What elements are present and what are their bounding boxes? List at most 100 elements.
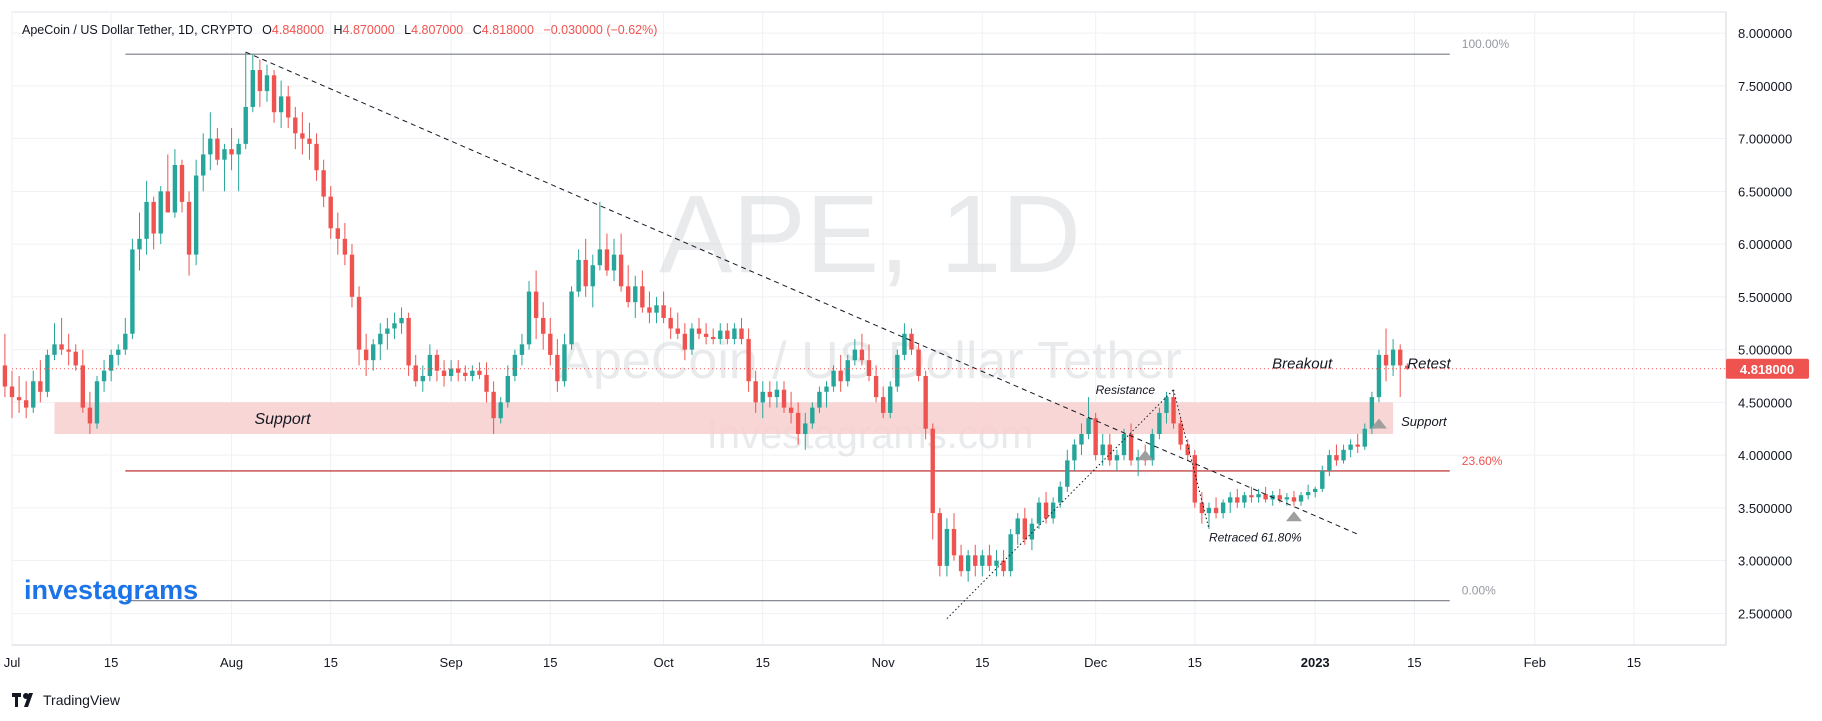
low-value: 4.807000: [411, 23, 464, 37]
candle-body: [753, 381, 758, 403]
candle-body: [441, 370, 447, 376]
candle-body: [675, 328, 680, 334]
last-price-tag-label: 4.818000: [1740, 362, 1794, 377]
candle-body: [888, 386, 893, 413]
candle-body: [541, 317, 546, 334]
candle-body: [859, 349, 865, 361]
support-zone-label: Support: [254, 411, 311, 428]
candle-body: [158, 191, 163, 234]
candle-body: [193, 175, 199, 255]
low-label: L: [404, 23, 412, 37]
candle-body: [633, 286, 638, 303]
candle-body: [880, 397, 886, 413]
candle-body: [38, 381, 43, 392]
candle-body: [470, 370, 475, 376]
watermark-symbol: APE, 1D: [659, 173, 1081, 296]
candle-body: [1072, 444, 1077, 461]
candle-body: [1114, 455, 1120, 461]
candle-body: [271, 75, 277, 113]
candle-body: [52, 344, 57, 355]
candle-body: [307, 138, 312, 144]
candle-body: [1206, 507, 1212, 514]
candle-body: [1043, 502, 1049, 519]
high-value: 4.870000: [342, 23, 395, 37]
candle-body: [328, 196, 333, 229]
candle-body: [562, 344, 567, 382]
candle-body: [795, 412, 801, 434]
y-tick-label: 2.500000: [1738, 606, 1792, 621]
candle-body: [647, 307, 652, 313]
x-tick-label: 2023: [1301, 655, 1330, 670]
x-tick-label: Aug: [220, 655, 243, 670]
candle-body: [399, 317, 404, 324]
candle-body: [1121, 434, 1127, 456]
candle-body: [1086, 418, 1091, 434]
candle-body: [519, 344, 525, 355]
candle-body: [604, 249, 610, 271]
candle-body: [413, 365, 418, 382]
candle-body: [576, 259, 581, 292]
candle-body: [286, 96, 291, 118]
candle-body: [229, 149, 234, 155]
tradingview-brand[interactable]: TradingView: [12, 692, 120, 708]
candle-body: [1327, 455, 1332, 471]
candle-body: [732, 328, 737, 340]
candle-body: [696, 328, 702, 334]
candle-body: [222, 149, 227, 160]
candle-body: [824, 386, 829, 392]
candle-body: [1079, 434, 1084, 445]
grid: [11, 11, 1727, 646]
candle-body: [427, 354, 433, 376]
candle-body: [1263, 494, 1268, 500]
candle-body: [512, 354, 518, 376]
candle-body: [264, 75, 270, 92]
candle-body: [1029, 523, 1035, 540]
trendline-dotted: [946, 389, 1174, 619]
candle-body: [1220, 502, 1226, 514]
candle-body: [951, 528, 957, 556]
candle-body: [406, 317, 411, 366]
candle-body: [980, 555, 985, 566]
candle-body: [1390, 349, 1396, 366]
candle-body: [250, 70, 256, 107]
trendlines: [245, 51, 1358, 619]
candle-body: [1164, 397, 1169, 413]
candle-body: [1199, 502, 1205, 514]
last-price-tag-bg: [1726, 358, 1809, 379]
candle-body: [1383, 354, 1389, 366]
candle-body: [1135, 457, 1141, 461]
x-tick-label: 15: [323, 655, 337, 670]
candle-body: [477, 370, 482, 375]
triangle-up-marker: [1370, 418, 1387, 429]
triangle-up-marker: [1137, 450, 1154, 461]
candle-body: [944, 528, 950, 566]
candle-body: [930, 428, 935, 514]
annotation-label: Breakout: [1272, 356, 1333, 373]
candle-body: [236, 143, 241, 155]
candle-body: [760, 391, 765, 403]
candle-body: [1093, 418, 1098, 456]
candle-body: [583, 259, 588, 287]
candle-body: [144, 201, 149, 239]
candle-body: [80, 365, 86, 408]
y-tick-label: 5.000000: [1738, 343, 1792, 358]
candle-body: [385, 328, 390, 334]
fib-label: 100.00%: [1462, 37, 1510, 51]
candle-body: [116, 349, 121, 355]
candle-body: [484, 374, 489, 392]
candle-body: [505, 375, 510, 403]
candle-body: [1355, 444, 1360, 447]
candle-body: [1291, 497, 1297, 502]
x-tick-label: 15: [1627, 655, 1641, 670]
candle-body: [845, 360, 850, 382]
candle-body: [873, 375, 879, 398]
candle-body: [172, 164, 178, 213]
y-tick-label: 7.000000: [1738, 132, 1792, 147]
candle-body: [682, 333, 688, 350]
candle-body: [597, 249, 603, 266]
candle-body: [123, 333, 128, 350]
candle-body: [817, 391, 822, 408]
candle-body: [1050, 502, 1056, 519]
candle-body: [314, 143, 319, 171]
